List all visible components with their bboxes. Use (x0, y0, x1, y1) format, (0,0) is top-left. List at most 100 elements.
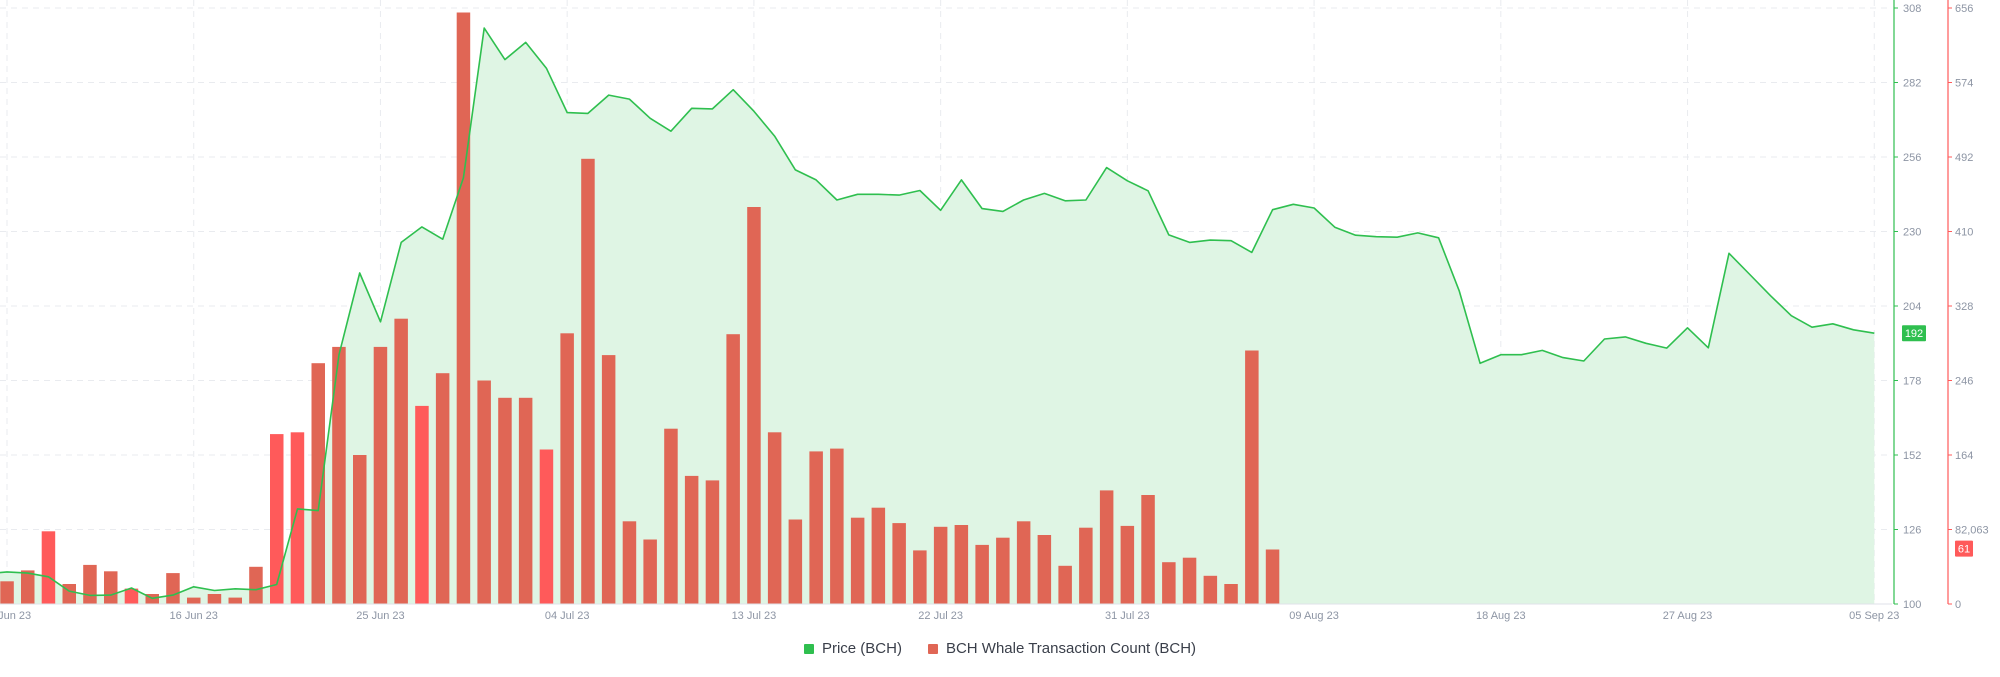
whale-bar (249, 566, 263, 605)
whale-bar (1265, 549, 1280, 604)
whale-tick-label: 0 (1955, 599, 1961, 611)
whale-bar (747, 207, 761, 604)
whale-bar (435, 373, 450, 604)
price-tick-label: 178 (1903, 376, 1921, 388)
legend-label-whale: BCH Whale Transaction Count (BCH) (945, 640, 1197, 657)
whale-bar (518, 397, 533, 604)
whale-tick-label: 656 (1955, 3, 1973, 15)
whale-bar (456, 12, 471, 604)
whale-bar (1079, 527, 1093, 604)
axes-layer: 100 126 152 178 204 230 256 282 308 0 82,063 164 246… (0, 0, 1989, 622)
whale-bar (560, 333, 574, 604)
price-tick-label: 256 (1903, 152, 1921, 164)
x-tick-label: 09 Aug 23 (1289, 610, 1339, 622)
whale-tick-label: 246 (1955, 376, 1973, 388)
legend-label-price: Price (BCH) (821, 640, 902, 657)
whale-bar (228, 597, 242, 604)
whale-bar (1058, 565, 1072, 604)
price-tick-label: 282 (1903, 78, 1921, 90)
x-tick-label: 31 Jul 23 (1105, 610, 1150, 622)
whale-last-label: 61 (1958, 544, 1970, 556)
legend: Price (BCH) BCH Whale Transaction Count … (0, 640, 2000, 657)
whale-bar (1162, 562, 1176, 604)
whale-bar (311, 363, 325, 604)
price-line-layer (0, 27, 1875, 600)
price-last-label: 192 (1905, 328, 1923, 340)
whale-bar (1203, 575, 1218, 604)
whale-bar (622, 521, 637, 604)
whale-bar (207, 594, 222, 604)
price-tick-label: 126 (1903, 525, 1921, 537)
legend-item-whale[interactable]: BCH Whale Transaction Count (BCH) (927, 640, 1197, 657)
price-last-badge (1902, 325, 1926, 342)
whale-bar (601, 355, 616, 604)
x-tick-label: 05 Sep 23 (1849, 610, 1899, 622)
whale-bar (975, 544, 989, 604)
whale-bar (809, 451, 823, 604)
x-tick-label: 22 Jul 23 (918, 610, 963, 622)
whale-tick-label: 328 (1955, 301, 1973, 313)
whale-bar (933, 526, 948, 604)
whale-tick-label: 164 (1955, 450, 1973, 462)
whale-bar (892, 523, 906, 604)
whale-bar (290, 432, 305, 604)
whale-bar (913, 550, 927, 604)
whale-bar (1141, 495, 1155, 604)
x-tick-label: 27 Aug 23 (1663, 610, 1713, 622)
price-tick-label: 230 (1903, 227, 1921, 239)
whale-bar (0, 581, 14, 604)
whale-bar (270, 434, 284, 604)
whale-bar (83, 564, 97, 604)
whale-bar (726, 334, 740, 604)
whale-bar (41, 531, 56, 604)
x-tick-label: 18 Aug 23 (1476, 610, 1526, 622)
whale-bar (850, 517, 865, 604)
whale-tick-label: 410 (1955, 227, 1973, 239)
whale-bar (954, 525, 969, 604)
whale-bar (1245, 350, 1259, 604)
whale-bar (104, 571, 118, 604)
whale-tick-label: 574 (1955, 78, 1973, 90)
price-line (0, 27, 1875, 600)
x-tick-label: 13 Jul 23 (732, 610, 777, 622)
whale-bar (332, 346, 346, 604)
whale-bar (1182, 557, 1197, 604)
whale-bar (415, 405, 429, 604)
whale-bar (581, 158, 595, 605)
whale-bar (767, 432, 782, 604)
whale-bar (788, 519, 803, 604)
x-tick-label: 07 Jun 23 (0, 610, 31, 622)
price-tick-label: 204 (1903, 301, 1921, 313)
legend-swatch-whale (927, 643, 938, 654)
whale-bar (21, 570, 35, 604)
price-tick-label: 152 (1903, 450, 1921, 462)
whale-bar (373, 346, 388, 604)
whale-bar (1037, 535, 1052, 604)
whale-bar (187, 597, 201, 604)
whale-bar (498, 397, 512, 604)
whale-bar (871, 507, 886, 604)
legend-item-price[interactable]: Price (BCH) (803, 640, 902, 657)
whale-bar (643, 539, 657, 604)
whale-bar (539, 449, 554, 604)
price-tick-label: 100 (1903, 599, 1921, 611)
whale-bar (477, 380, 491, 604)
whale-bars-layer (0, 12, 1280, 605)
whale-bar (996, 537, 1010, 604)
whale-bar (684, 475, 699, 604)
x-tick-label: 04 Jul 23 (545, 610, 590, 622)
whale-tick-label: 492 (1955, 152, 1973, 164)
x-tick-label: 25 Jun 23 (356, 610, 404, 622)
whale-bar (664, 428, 678, 604)
whale-bar (830, 448, 844, 604)
price-tick-label: 308 (1903, 3, 1921, 15)
whale-bar (353, 455, 367, 604)
x-tick-label: 16 Jun 23 (170, 610, 218, 622)
whale-bar (1016, 521, 1031, 604)
whale-last-badge (1955, 540, 1973, 557)
whale-bar (166, 573, 180, 604)
whale-bar (124, 588, 139, 604)
whale-bar (1099, 490, 1114, 604)
